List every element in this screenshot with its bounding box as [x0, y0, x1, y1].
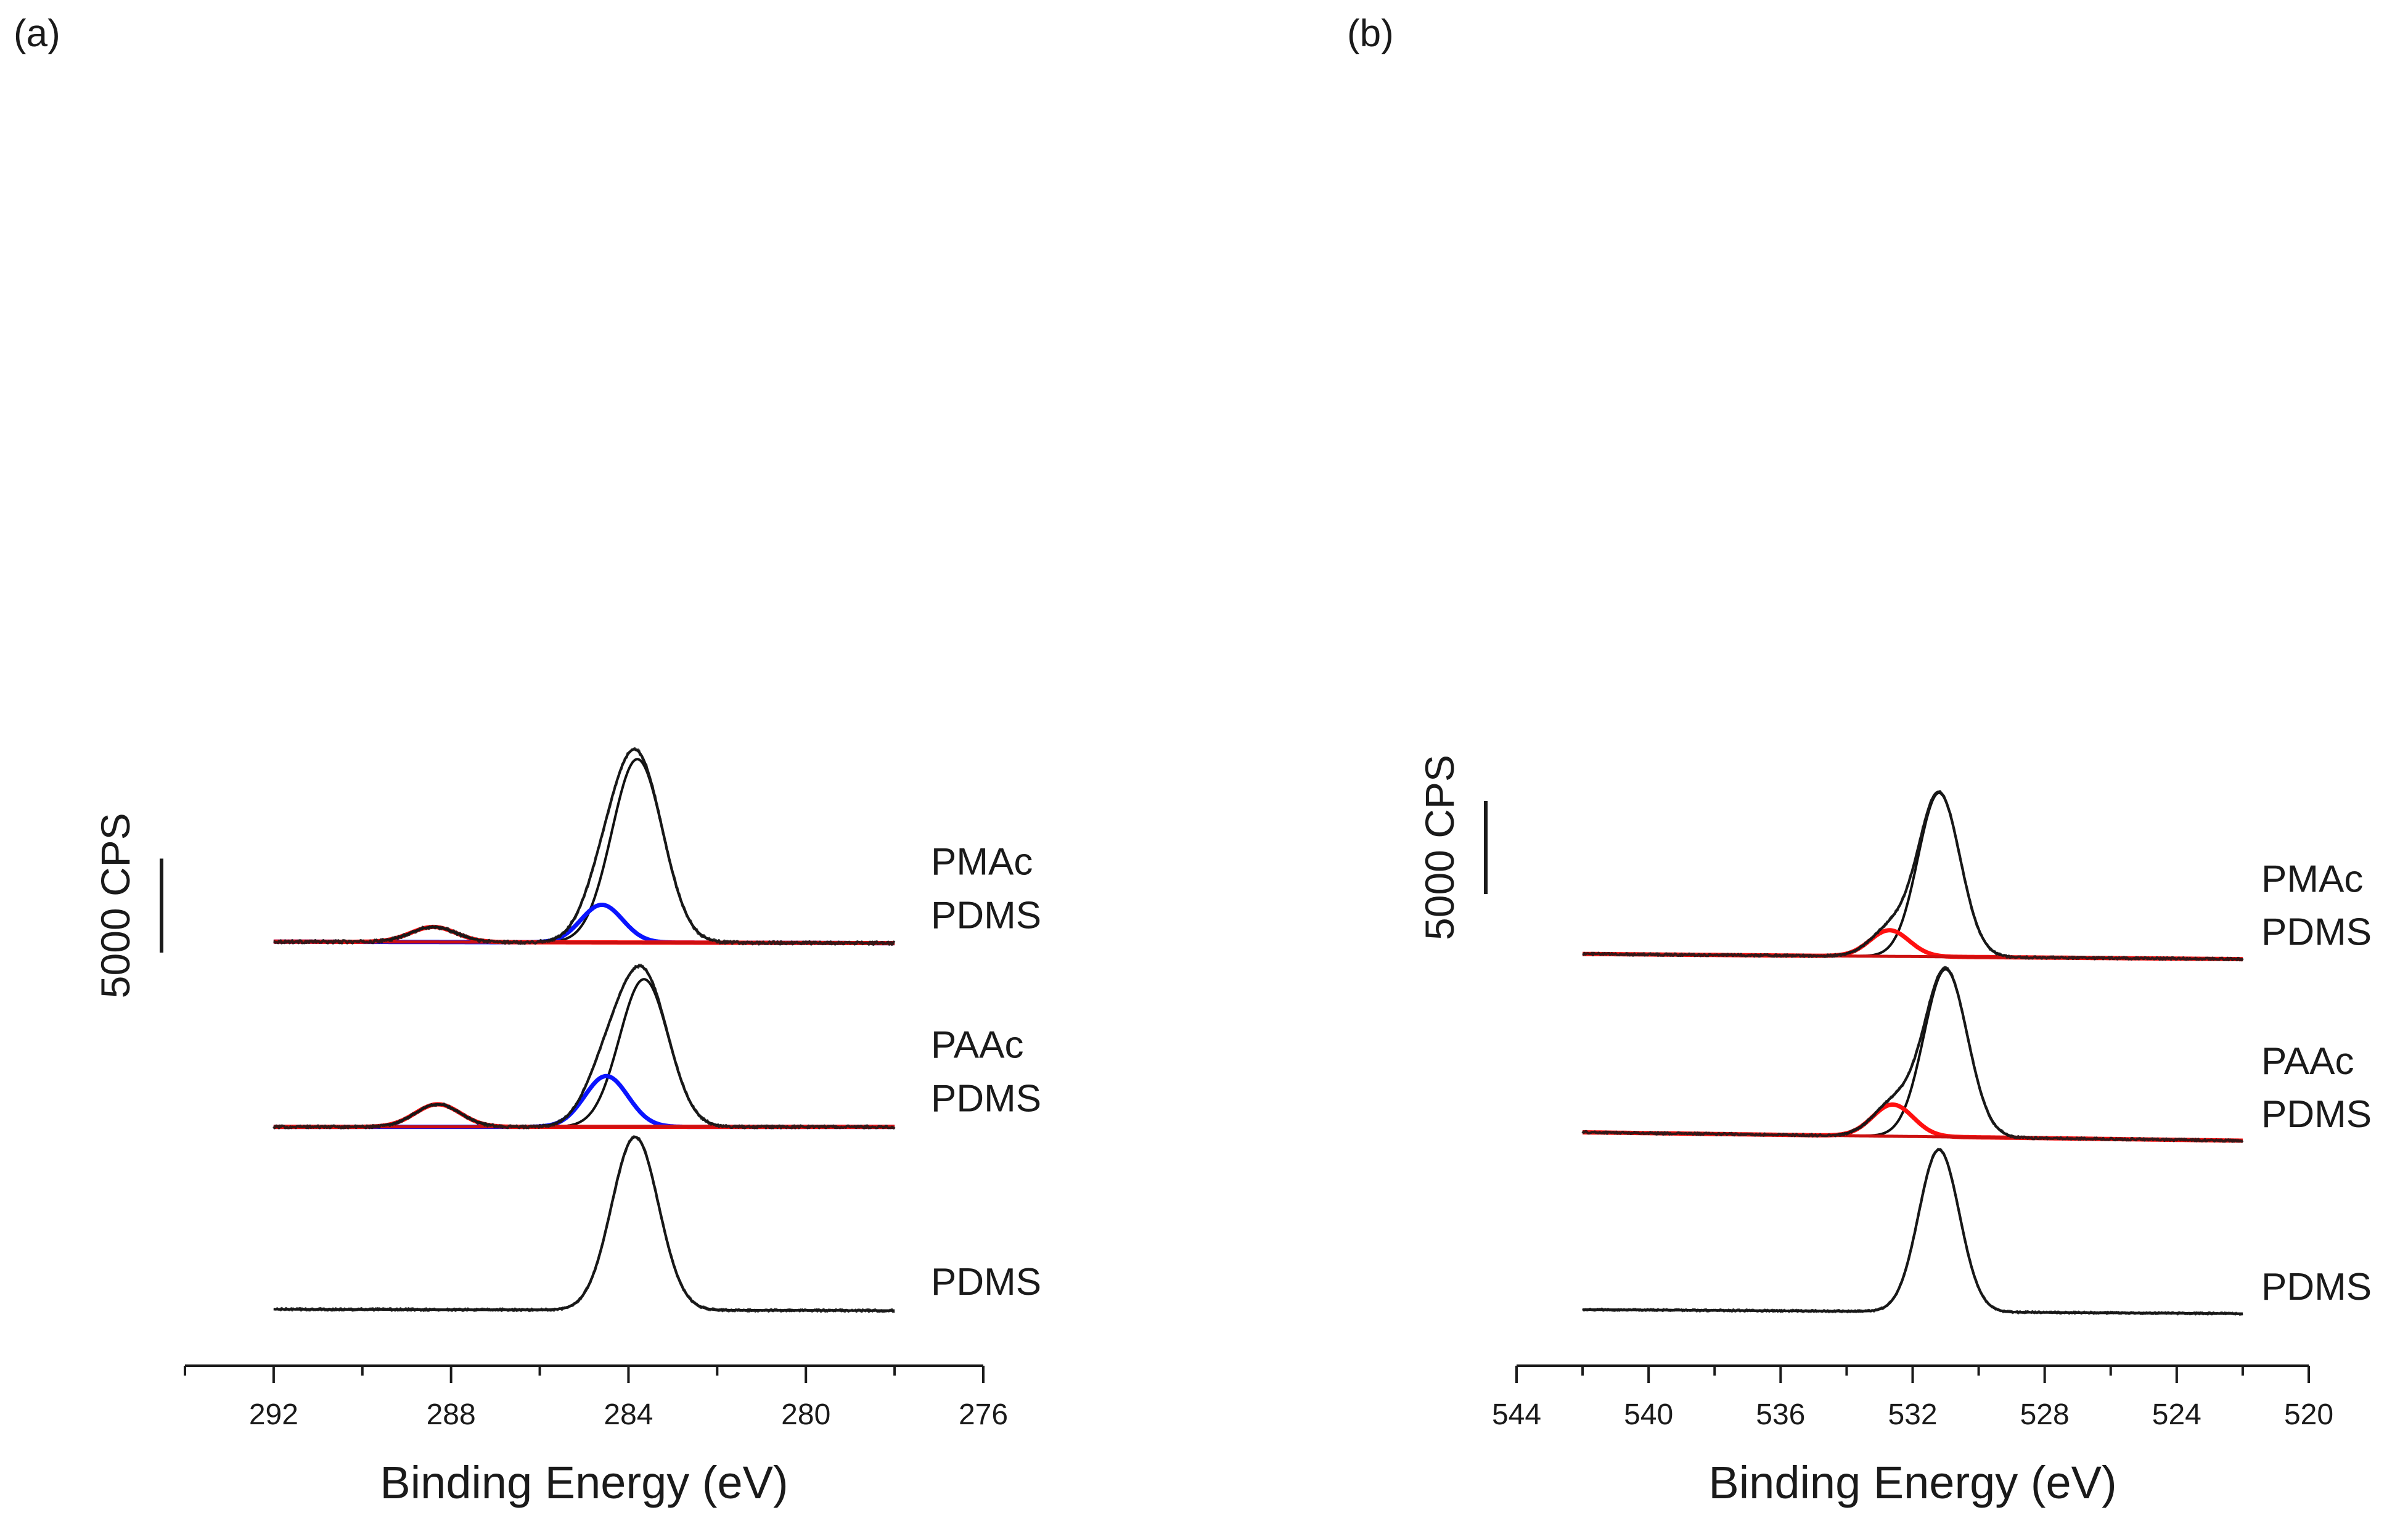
raw-spectrum — [1581, 966, 2244, 1143]
x-tick-label: 532 — [1888, 1398, 1937, 1431]
sample-label: PDMS — [2261, 911, 2372, 954]
scale-bar-label: 5000 CPS — [92, 813, 138, 998]
x-tick-label: 284 — [604, 1398, 653, 1431]
x-tick-label: 540 — [1624, 1398, 1673, 1431]
x-tick-label: 524 — [2152, 1398, 2201, 1431]
x-tick-label: 536 — [1756, 1398, 1805, 1431]
panel-a-sample-labels: PMAc PDMS PAAc PDMS PDMS — [931, 840, 1041, 1303]
sample-label: PDMS — [931, 1078, 1041, 1120]
x-tick-label: 280 — [781, 1398, 830, 1431]
x-tick-label: 288 — [427, 1398, 476, 1431]
panel-b: (b) 544 540 536 532 528 524 520 PMAc PDMS PAAc PD… — [1347, 12, 2372, 1508]
raw-spectrum — [273, 747, 896, 946]
spectrum-pmac-pdms — [1581, 790, 2244, 962]
panel-b-x-axis: 544 540 536 532 528 524 520 — [1492, 1364, 2333, 1431]
scale-bar-label: 5000 CPS — [1417, 755, 1462, 940]
spectrum-pdms — [1582, 1147, 2243, 1316]
sample-label: PDMS — [2261, 1266, 2372, 1308]
x-tick-label: 276 — [959, 1398, 1008, 1431]
x-tick-label: 528 — [2020, 1398, 2070, 1431]
panel-b-x-axis-title: Binding Energy (eV) — [1708, 1457, 2116, 1508]
sample-label: PDMS — [931, 1261, 1041, 1303]
raw-spectrum — [1582, 1147, 2243, 1316]
spectrum-pdms — [273, 1135, 895, 1313]
panel-b-scale-bar: 5000 CPS — [1417, 755, 1488, 940]
sample-label: PDMS — [931, 894, 1041, 937]
x-tick-label: 292 — [249, 1398, 298, 1431]
x-tick-label: 520 — [2284, 1398, 2333, 1431]
panel-b-sample-labels: PMAc PDMS PAAc PDMS PDMS — [2261, 858, 2372, 1308]
panel-a-spectra — [272, 747, 896, 1313]
panel-a: (a) 292 288 284 280 276 PMAc PDMS PAAc PDMS PDMS… — [14, 12, 1041, 1508]
sample-label: PDMS — [2261, 1093, 2372, 1136]
sample-label: PMAc — [2261, 858, 2363, 901]
x-tick-label: 544 — [1492, 1398, 1541, 1431]
raw-spectrum — [272, 963, 896, 1130]
raw-spectrum — [273, 1135, 895, 1313]
panel-b-spectra — [1581, 790, 2244, 1316]
raw-spectrum — [1582, 790, 2244, 962]
panel-a-x-axis-title: Binding Energy (eV) — [380, 1457, 788, 1508]
panel-b-label: (b) — [1347, 12, 1394, 55]
sample-label: PAAc — [931, 1024, 1023, 1067]
panel-a-scale-bar: 5000 CPS — [92, 813, 163, 998]
sample-label: PAAc — [2261, 1040, 2354, 1083]
spectrum-paac-pdms — [1581, 966, 2244, 1143]
spectrum-pmac-pdms — [272, 747, 896, 946]
panel-a-x-axis: 292 288 284 280 276 — [184, 1364, 1008, 1431]
panel-a-label: (a) — [14, 12, 60, 55]
spectrum-paac-pdms — [272, 963, 896, 1130]
sample-label: PMAc — [931, 840, 1033, 883]
